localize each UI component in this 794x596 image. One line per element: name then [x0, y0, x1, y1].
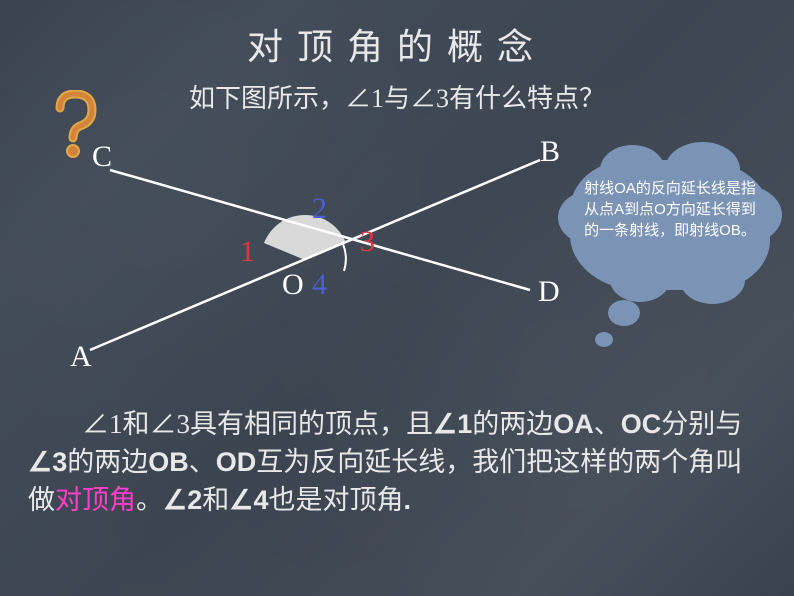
- t12: OD: [216, 447, 257, 477]
- point-b-label: B: [540, 135, 560, 169]
- t1: ∠1和∠3具有相同的顶点，且: [82, 409, 433, 439]
- angle-2-label: 2: [312, 192, 327, 226]
- t5: 、: [594, 409, 621, 439]
- t20: .: [403, 485, 411, 515]
- page-title: 对顶角的概念: [0, 18, 794, 70]
- t6: OC: [621, 409, 662, 439]
- t2: ∠1: [433, 409, 472, 439]
- angle-diagram: A B C D O 1 2 3 4: [40, 130, 600, 370]
- angle-4-label: 4: [312, 268, 327, 302]
- t18: ∠4: [229, 485, 268, 515]
- bubble-text: 射线OA的反向延长线是指从点A到点O方向延长得到的一条射线，即射线OB。: [580, 178, 760, 241]
- t10: OB: [148, 447, 189, 477]
- t14: 对顶角: [55, 485, 136, 515]
- t15: 。: [136, 485, 163, 515]
- t7: 分别与: [661, 409, 742, 439]
- point-c-label: C: [92, 140, 112, 174]
- indent: [28, 409, 82, 439]
- thought-bubble: 射线OA的反向延长线是指从点A到点O方向延长得到的一条射线，即射线OB。: [560, 160, 780, 360]
- t16: ∠2: [163, 485, 202, 515]
- t19: 也是对顶角: [268, 485, 403, 515]
- t4: OA: [553, 409, 594, 439]
- body-text: ∠1和∠3具有相同的顶点，且∠1的两边OA、OC分别与∠3的两边OB、OD互为反…: [28, 406, 768, 519]
- t9: 的两边: [67, 447, 148, 477]
- subtitle: 如下图所示，∠1与∠3有什么特点？: [0, 78, 794, 115]
- point-d-label: D: [538, 275, 560, 309]
- angle-1-label: 1: [240, 235, 255, 269]
- t8: ∠3: [28, 447, 67, 477]
- point-a-label: A: [70, 340, 92, 374]
- t17: 和: [202, 485, 229, 515]
- t11: 、: [189, 447, 216, 477]
- t3: 的两边: [472, 409, 553, 439]
- point-o-label: O: [282, 268, 304, 302]
- angle-3-label: 3: [360, 225, 375, 259]
